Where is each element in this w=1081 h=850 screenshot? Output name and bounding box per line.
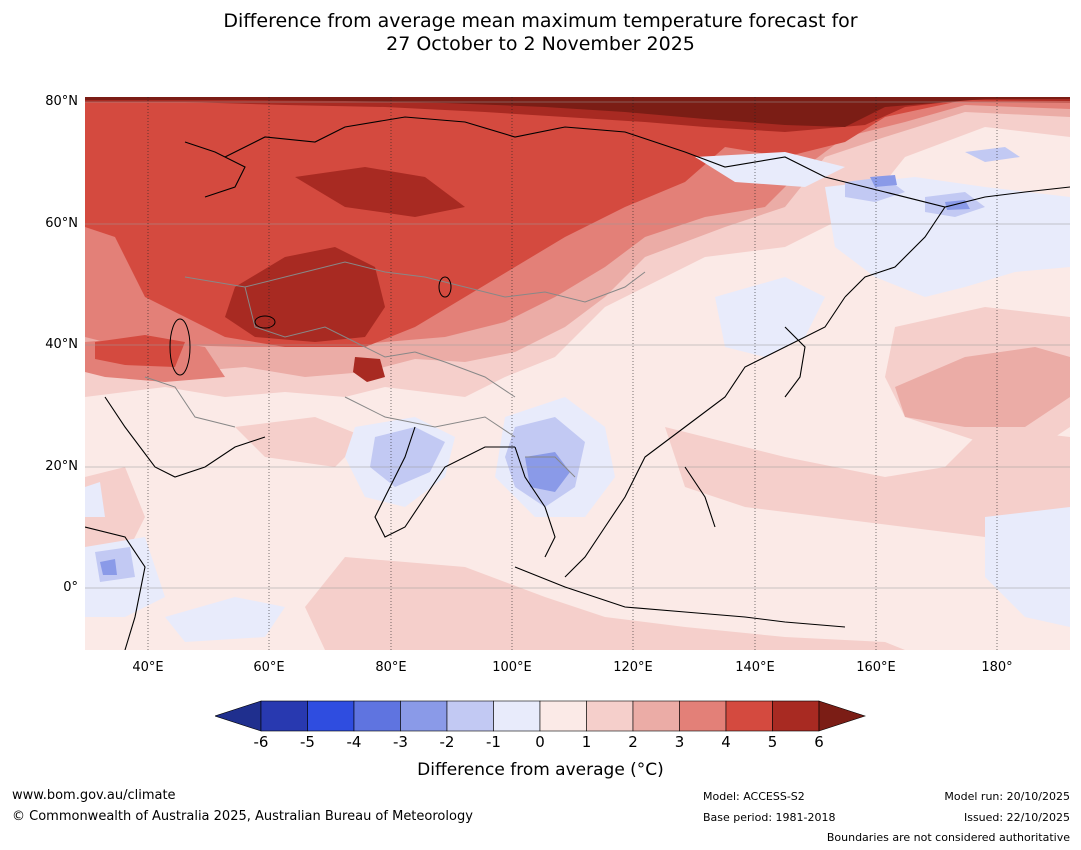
footer-base-period: Base period: 1981-2018 [703, 811, 836, 824]
colorbar-segment [353, 700, 401, 732]
colorbar-tick: -2 [439, 733, 455, 751]
colorbar-segment [632, 700, 680, 732]
colorbar-segment [539, 700, 587, 732]
lon-label-40e: 40°E [132, 660, 164, 675]
footer-disclaimer: Boundaries are not considered authoritat… [826, 831, 1070, 844]
footer-model-run: Model run: 20/10/2025 [944, 790, 1070, 803]
coastlines [85, 116, 1070, 650]
anomaly-band-minus3-minus2 [100, 175, 970, 575]
lon-label-60e: 60°E [253, 660, 285, 675]
colorbar-segment [725, 700, 773, 732]
colorbar-tick: -4 [346, 733, 362, 751]
footer-copyright: © Commonwealth of Australia 2025, Austra… [12, 809, 473, 824]
colorbar-segment [400, 700, 448, 732]
lon-label-80e: 80°E [375, 660, 407, 675]
colorbar-extend-high [818, 700, 866, 732]
colorbar-extend-low [215, 700, 262, 732]
lon-label-160e: 160°E [856, 660, 896, 675]
colorbar-tick: -1 [486, 733, 501, 751]
colorbar-label: Difference from average (°C) [417, 760, 664, 780]
colorbar-tick: 5 [767, 733, 778, 751]
lat-label-20n: 20°N [45, 459, 78, 474]
colorbar-segment [586, 700, 634, 732]
country-boundaries [144, 261, 646, 478]
footer-model: Model: ACCESS-S2 [703, 790, 805, 803]
lon-label-140e: 140°E [735, 660, 775, 675]
colorbar-tick: 1 [581, 733, 592, 751]
colorbar-segment [307, 700, 355, 732]
lat-label-40n: 40°N [45, 337, 78, 352]
colorbar-segment [772, 700, 820, 732]
colorbar [215, 700, 866, 732]
map-canvas [85, 97, 1070, 650]
longitude-gridlines [147, 97, 998, 650]
temperature-anomaly-map [85, 97, 1070, 650]
footer-url[interactable]: www.bom.gov.au/climate [12, 788, 176, 803]
colorbar-tick: -5 [300, 733, 315, 751]
chart-title-line-2: 27 October to 2 November 2025 [386, 33, 695, 55]
colorbar-segment [260, 700, 308, 732]
colorbar-segment [493, 700, 541, 732]
colorbar-tick: -3 [393, 733, 408, 751]
lon-label-180: 180° [981, 660, 1013, 675]
anomaly-band-above-6 [85, 97, 1070, 127]
colorbar-tick: -6 [253, 733, 269, 751]
lat-label-60n: 60°N [45, 216, 78, 231]
colorbar-segment [446, 700, 494, 732]
colorbar-tick: 3 [674, 733, 685, 751]
colorbar-tick: 0 [535, 733, 545, 751]
latitude-gridlines [85, 101, 1070, 589]
chart-title-line-1: Difference from average mean maximum tem… [223, 10, 858, 32]
lat-label-0: 0° [63, 580, 78, 595]
colorbar-segment [679, 700, 727, 732]
lon-label-100e: 100°E [492, 660, 532, 675]
inland-waters [169, 276, 452, 376]
colorbar-tick: 6 [814, 733, 824, 751]
anomaly-band-minus1-0 [85, 152, 1070, 642]
lat-label-80n: 80°N [45, 94, 78, 109]
lon-label-120e: 120°E [613, 660, 653, 675]
colorbar-tick: 2 [628, 733, 638, 751]
footer-issued: Issued: 22/10/2025 [963, 811, 1070, 824]
colorbar-tick: 4 [721, 733, 731, 751]
